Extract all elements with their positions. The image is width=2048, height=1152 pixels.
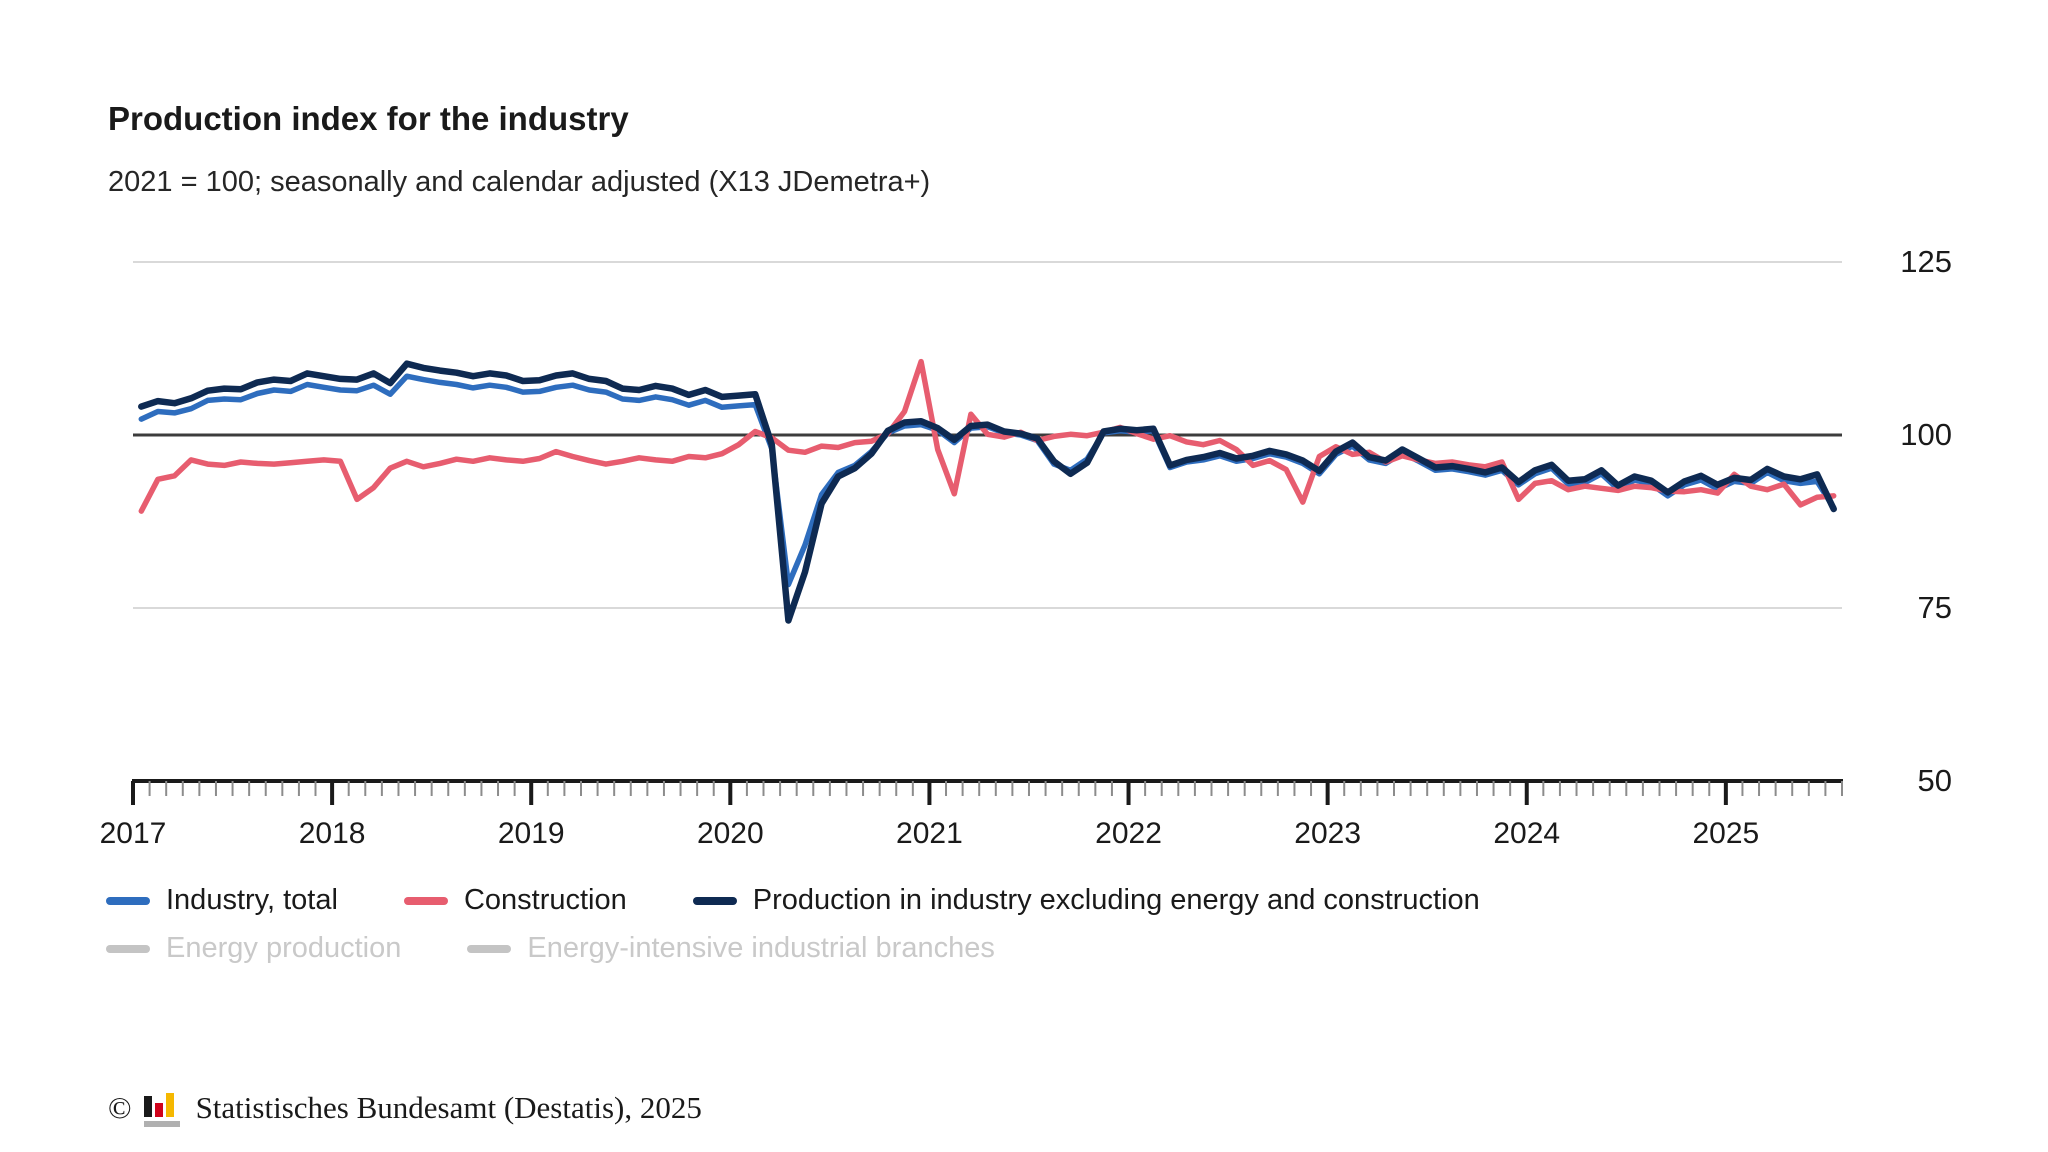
legend-row-active: Industry, total Construction Production … (106, 884, 1480, 917)
series-line-2 (138, 360, 1837, 624)
production-excl-line-swatch-icon (692, 896, 737, 905)
legend-label-industry-total: Industry, total (166, 884, 338, 916)
series-line-1 (138, 358, 1837, 514)
legend-label-construction: Construction (463, 884, 627, 916)
chart-subtitle: 2021 = 100; seasonally and calendar adju… (108, 166, 931, 198)
x-tick-label-2020: 2020 (697, 817, 764, 850)
energy-intensive-line-swatch-icon (467, 944, 512, 953)
industry-total-line-swatch-icon (106, 896, 150, 905)
x-tick-label-2022: 2022 (1095, 817, 1162, 850)
chart-legend: Industry, total Construction Production … (106, 884, 1480, 965)
legend-item-industry-total[interactable]: Industry, total (106, 884, 338, 917)
legend-item-construction[interactable]: Construction (403, 884, 627, 917)
y-tick-label-50: 50 (1918, 763, 1952, 798)
legend-item-energy-intensive-branches[interactable]: Energy-intensive industrial branches (467, 932, 995, 965)
legend-item-production-excl-energy-construction[interactable]: Production in industry excluding energy … (692, 884, 1480, 917)
construction-line-swatch-icon (403, 896, 448, 905)
legend-item-energy-production[interactable]: Energy production (106, 932, 401, 965)
y-tick-label-75: 75 (1918, 590, 1952, 625)
legend-label-energy-production: Energy production (166, 932, 402, 964)
copyright-symbol: © (108, 1090, 132, 1125)
legend-row-disabled: Energy production Energy-intensive indus… (106, 932, 1480, 965)
source-note: © Statistisches Bundesamt (Destatis), 20… (108, 1088, 702, 1128)
x-tick-label-2021: 2021 (896, 817, 963, 850)
source-text: Statistisches Bundesamt (Destatis), 2025 (195, 1090, 702, 1125)
x-tick-label-2023: 2023 (1294, 817, 1361, 850)
x-tick-label-2017: 2017 (100, 817, 167, 850)
energy-production-line-swatch-icon (106, 944, 150, 953)
x-tick-label-2019: 2019 (498, 817, 565, 850)
y-tick-label-100: 100 (1900, 417, 1952, 452)
legend-label-energy-intensive: Energy-intensive industrial branches (527, 932, 995, 964)
x-tick-label-2018: 2018 (299, 817, 366, 850)
chart-title: Production index for the industry (108, 100, 629, 137)
x-tick-label-2025: 2025 (1692, 817, 1759, 850)
destatis-logo-icon (143, 1088, 184, 1128)
x-tick-label-2024: 2024 (1493, 817, 1560, 850)
y-tick-label-125: 125 (1900, 244, 1952, 279)
legend-label-production-excl: Production in industry excluding energy … (752, 884, 1480, 916)
